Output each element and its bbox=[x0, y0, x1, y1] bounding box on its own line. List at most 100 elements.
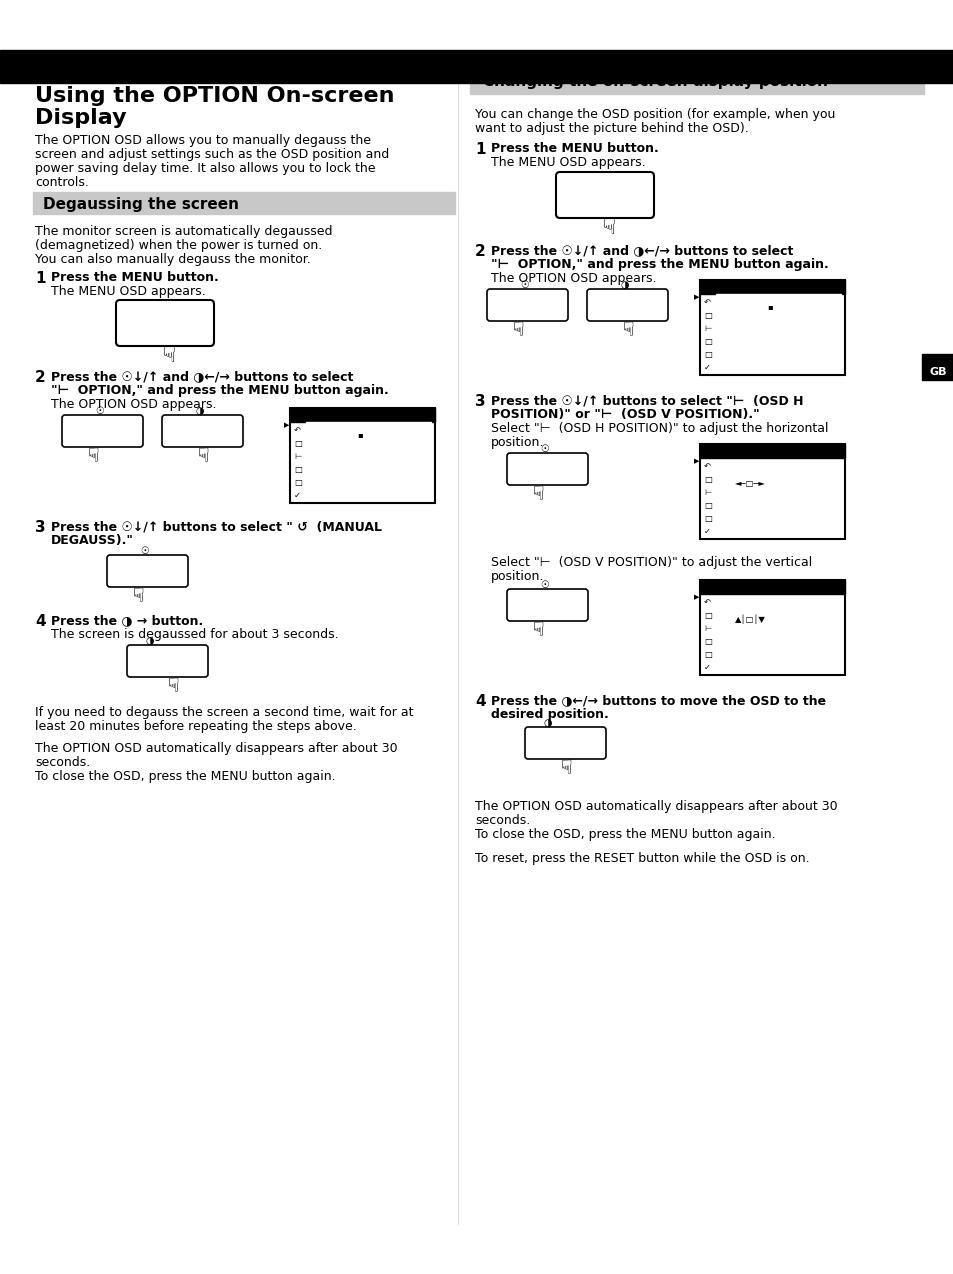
Text: The OPTION OSD automatically disappears after about 30: The OPTION OSD automatically disappears … bbox=[475, 800, 837, 813]
Text: 4: 4 bbox=[475, 694, 485, 710]
Text: ☉: ☉ bbox=[520, 280, 529, 290]
Text: Press the ☉↓/↑ buttons to select "⊢  (OSD H: Press the ☉↓/↑ buttons to select "⊢ (OSD… bbox=[491, 394, 802, 406]
Text: ◑: ◑ bbox=[543, 719, 552, 727]
Text: □: □ bbox=[703, 311, 711, 320]
Text: ☉: ☉ bbox=[540, 580, 549, 590]
Text: ↶: ↶ bbox=[703, 298, 710, 307]
Text: position.: position. bbox=[491, 569, 544, 583]
Text: (demagnetized) when the power is turned on.: (demagnetized) when the power is turned … bbox=[35, 240, 322, 252]
Text: Customizing Your Monitor: Customizing Your Monitor bbox=[692, 11, 933, 31]
Text: ↓: ↓ bbox=[125, 563, 135, 576]
Text: □: □ bbox=[294, 440, 301, 448]
Text: →: → bbox=[578, 735, 588, 748]
Text: If you need to degauss the screen a second time, wait for at: If you need to degauss the screen a seco… bbox=[35, 706, 413, 719]
Text: ⊢: ⊢ bbox=[703, 624, 711, 633]
Text: Press the ☉↓/↑ and ◑←/→ buttons to select: Press the ☉↓/↑ and ◑←/→ buttons to selec… bbox=[491, 245, 793, 257]
Text: The OPTION OSD appears.: The OPTION OSD appears. bbox=[491, 273, 656, 285]
Text: Press the ◑ → button.: Press the ◑ → button. bbox=[51, 614, 203, 627]
Text: 3: 3 bbox=[475, 394, 485, 409]
Text: Select "⊢  (OSD H POSITION)" to adjust the horizontal: Select "⊢ (OSD H POSITION)" to adjust th… bbox=[491, 422, 827, 434]
FancyBboxPatch shape bbox=[506, 454, 587, 485]
Text: least 20 minutes before repeating the steps above.: least 20 minutes before repeating the st… bbox=[35, 720, 356, 733]
Text: ◑: ◑ bbox=[620, 280, 629, 290]
Text: The MENU OSD appears.: The MENU OSD appears. bbox=[51, 285, 206, 298]
Text: The OPTION OSD automatically disappears after about 30: The OPTION OSD automatically disappears … bbox=[35, 741, 397, 755]
Bar bbox=[306, 422, 431, 436]
Text: controls.: controls. bbox=[35, 176, 89, 189]
Text: ←: ← bbox=[604, 297, 615, 310]
Text: Press the ☉↓/↑ and ◑←/→ buttons to select: Press the ☉↓/↑ and ◑←/→ buttons to selec… bbox=[51, 369, 353, 383]
Text: ☞: ☞ bbox=[525, 484, 544, 502]
Text: ◑: ◑ bbox=[145, 654, 155, 666]
Text: ↶: ↶ bbox=[703, 598, 710, 606]
Text: □: □ bbox=[294, 465, 301, 474]
FancyBboxPatch shape bbox=[486, 289, 567, 321]
Text: power saving delay time. It also allows you to lock the: power saving delay time. It also allows … bbox=[35, 162, 375, 175]
Text: ☞: ☞ bbox=[615, 320, 634, 338]
Text: ☉: ☉ bbox=[540, 445, 549, 454]
Text: 2: 2 bbox=[475, 245, 485, 259]
Text: position.: position. bbox=[491, 436, 544, 448]
Text: ↑: ↑ bbox=[114, 423, 125, 436]
Bar bbox=[716, 294, 841, 308]
Text: Press the ☉↓/↑ buttons to select " ↺  (MANUAL: Press the ☉↓/↑ buttons to select " ↺ (MA… bbox=[51, 520, 381, 533]
Text: Degaussing the screen: Degaussing the screen bbox=[43, 197, 239, 211]
Text: ▪: ▪ bbox=[356, 431, 362, 440]
Text: To reset, press the RESET button while the OSD is on.: To reset, press the RESET button while t… bbox=[475, 852, 809, 865]
FancyBboxPatch shape bbox=[127, 645, 208, 676]
Text: □: □ bbox=[703, 637, 711, 646]
Bar bbox=[700, 445, 844, 539]
Text: □: □ bbox=[703, 475, 711, 484]
Text: Display: Display bbox=[35, 108, 127, 127]
Text: 1: 1 bbox=[475, 141, 485, 157]
Text: screen and adjust settings such as the OSD position and: screen and adjust settings such as the O… bbox=[35, 148, 389, 161]
Text: □: □ bbox=[703, 338, 711, 347]
Text: ☉: ☉ bbox=[95, 406, 104, 417]
Text: 1: 1 bbox=[35, 271, 46, 285]
Text: desired position.: desired position. bbox=[491, 708, 608, 721]
Text: ▶: ▶ bbox=[693, 594, 699, 600]
Text: ▶: ▶ bbox=[693, 457, 699, 464]
Text: ▲│□│▼: ▲│□│▼ bbox=[734, 615, 764, 624]
Text: ⊢: ⊢ bbox=[703, 324, 711, 333]
Bar bbox=[470, 68, 923, 94]
Bar bbox=[921, 354, 953, 380]
Text: ☉: ☉ bbox=[140, 547, 150, 555]
Text: GB: GB bbox=[928, 367, 945, 377]
Text: □: □ bbox=[294, 478, 301, 487]
Text: ⇄: ⇄ bbox=[174, 654, 185, 666]
FancyBboxPatch shape bbox=[506, 589, 587, 620]
Text: ↑: ↑ bbox=[559, 598, 570, 610]
Text: The OPTION OSD appears.: The OPTION OSD appears. bbox=[51, 397, 216, 412]
Text: □: □ bbox=[703, 513, 711, 524]
Text: The OPTION OSD allows you to manually degauss the: The OPTION OSD allows you to manually de… bbox=[35, 134, 371, 147]
Text: 2: 2 bbox=[35, 369, 46, 385]
Text: seconds.: seconds. bbox=[35, 755, 91, 769]
Text: ☞: ☞ bbox=[154, 344, 174, 364]
Text: You can change the OSD position (for example, when you: You can change the OSD position (for exa… bbox=[475, 108, 835, 121]
Text: ▪: ▪ bbox=[766, 302, 772, 311]
Text: ▶: ▶ bbox=[284, 422, 289, 428]
Text: ☞: ☞ bbox=[80, 446, 99, 464]
Text: ↓: ↓ bbox=[80, 423, 91, 436]
Text: ←: ← bbox=[542, 735, 553, 748]
Text: ←: ← bbox=[179, 423, 190, 436]
Text: ✓: ✓ bbox=[703, 527, 710, 536]
Bar bbox=[700, 280, 844, 294]
Text: ↶: ↶ bbox=[294, 426, 301, 434]
Text: "⊢  OPTION," and press the MENU button again.: "⊢ OPTION," and press the MENU button ag… bbox=[491, 259, 828, 271]
Text: Press the MENU button.: Press the MENU button. bbox=[491, 141, 659, 155]
Text: ◑: ◑ bbox=[195, 406, 204, 417]
Text: ↓: ↓ bbox=[524, 461, 535, 474]
Bar bbox=[700, 580, 844, 675]
Bar bbox=[0, 50, 953, 83]
Text: "⊢  OPTION," and press the MENU button again.: "⊢ OPTION," and press the MENU button ag… bbox=[51, 383, 388, 397]
FancyBboxPatch shape bbox=[556, 172, 654, 218]
Bar bbox=[700, 580, 844, 594]
Text: You can also manually degauss the monitor.: You can also manually degauss the monito… bbox=[35, 254, 311, 266]
Text: Changing the on-screen display position: Changing the on-screen display position bbox=[482, 74, 827, 89]
FancyBboxPatch shape bbox=[116, 299, 213, 347]
Text: ↶: ↶ bbox=[703, 462, 710, 471]
Text: ☞: ☞ bbox=[126, 586, 144, 604]
FancyBboxPatch shape bbox=[524, 727, 605, 759]
